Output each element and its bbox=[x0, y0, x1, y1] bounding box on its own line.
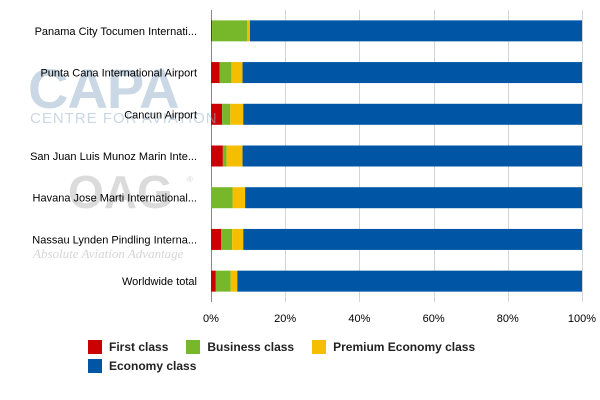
oag-logo-text: OAG bbox=[68, 166, 173, 218]
legend-swatch bbox=[186, 340, 201, 354]
legend-item: Premium Economy class bbox=[312, 340, 475, 354]
bar-segment-premium-economy-class bbox=[230, 270, 238, 292]
legend-item: Business class bbox=[186, 340, 294, 354]
capa-logo-subtitle: CENTRE FOR AVIATION bbox=[30, 110, 218, 127]
bar-segment-economy-class bbox=[249, 20, 582, 42]
legend-label: Business class bbox=[207, 340, 295, 354]
x-tick-label: 40% bbox=[348, 313, 370, 325]
bar-segment-premium-economy-class bbox=[247, 20, 250, 42]
bar-segment-economy-class bbox=[243, 103, 583, 125]
legend-swatch bbox=[88, 340, 102, 354]
bars bbox=[211, 20, 583, 292]
legend-label: First class bbox=[109, 340, 169, 354]
category-labels: Panama City Tocumen Internati... Punta Ca… bbox=[30, 26, 197, 288]
bar-segment-business-class bbox=[222, 145, 227, 167]
oag-logo-registered: ® bbox=[187, 175, 193, 184]
legend-label: Economy class bbox=[109, 359, 197, 373]
bar-segment-business-class bbox=[215, 270, 231, 292]
capa-logo-text: CAPA bbox=[28, 57, 179, 120]
bar-segment-business-class bbox=[212, 20, 248, 42]
bar-segment-first-class bbox=[211, 20, 213, 42]
bar-segment-business-class bbox=[219, 62, 232, 84]
watermark: CAPA CENTRE FOR AVIATION OAG ® Absolute … bbox=[28, 57, 218, 261]
bar-segment-business-class bbox=[222, 103, 231, 125]
x-tick-label: 60% bbox=[423, 313, 445, 325]
oag-logo-subtitle: Absolute Aviation Advantage bbox=[32, 246, 184, 261]
bar-segment-first-class bbox=[211, 228, 222, 250]
legend-item: Economy class bbox=[88, 359, 196, 373]
bar-segment-business-class bbox=[211, 187, 233, 209]
category-label: Nassau Lynden Pindling Interna... bbox=[32, 234, 197, 246]
legend-swatch bbox=[88, 359, 102, 373]
x-tick-label: 100% bbox=[568, 313, 596, 325]
bar-segment-economy-class bbox=[245, 187, 582, 209]
bar-segment-first-class bbox=[211, 145, 223, 167]
category-label: Worldwide total bbox=[122, 276, 197, 288]
bar-segment-first-class bbox=[211, 103, 223, 125]
bar-segment-business-class bbox=[221, 228, 233, 250]
bar-segment-economy-class bbox=[242, 62, 582, 84]
bar-segment-premium-economy-class bbox=[230, 103, 244, 125]
bar-segment-first-class bbox=[211, 270, 216, 292]
bar-segment-economy-class bbox=[242, 145, 582, 167]
bar-segment-premium-economy-class bbox=[232, 228, 244, 250]
x-tick-label: 80% bbox=[497, 313, 519, 325]
category-label: Punta Cana International Airport bbox=[40, 68, 197, 80]
category-label: Panama City Tocumen Internati... bbox=[35, 26, 197, 38]
bar-segment-premium-economy-class bbox=[226, 145, 243, 167]
legend-label: Premium Economy class bbox=[333, 340, 476, 354]
legend-item: First class bbox=[88, 340, 168, 354]
category-label: Havana Jose Marti International... bbox=[33, 193, 197, 205]
category-label: San Juan Luis Munoz Marin Inte... bbox=[30, 151, 197, 163]
bar-segment-economy-class bbox=[237, 270, 582, 292]
bar-segment-premium-economy-class bbox=[232, 187, 246, 209]
category-label: Cancun Airport bbox=[124, 109, 197, 121]
x-axis-ticks: 0% 20% 40% 60% 80% 100% bbox=[203, 313, 596, 325]
legend-swatch bbox=[312, 340, 327, 354]
bar-segment-economy-class bbox=[243, 228, 583, 250]
x-tick-label: 20% bbox=[274, 313, 296, 325]
x-tick-label: 0% bbox=[203, 313, 219, 325]
legend: First class Business class Premium Economy… bbox=[88, 340, 588, 373]
bar-segment-premium-economy-class bbox=[231, 62, 243, 84]
bar-segment-first-class bbox=[211, 62, 220, 84]
